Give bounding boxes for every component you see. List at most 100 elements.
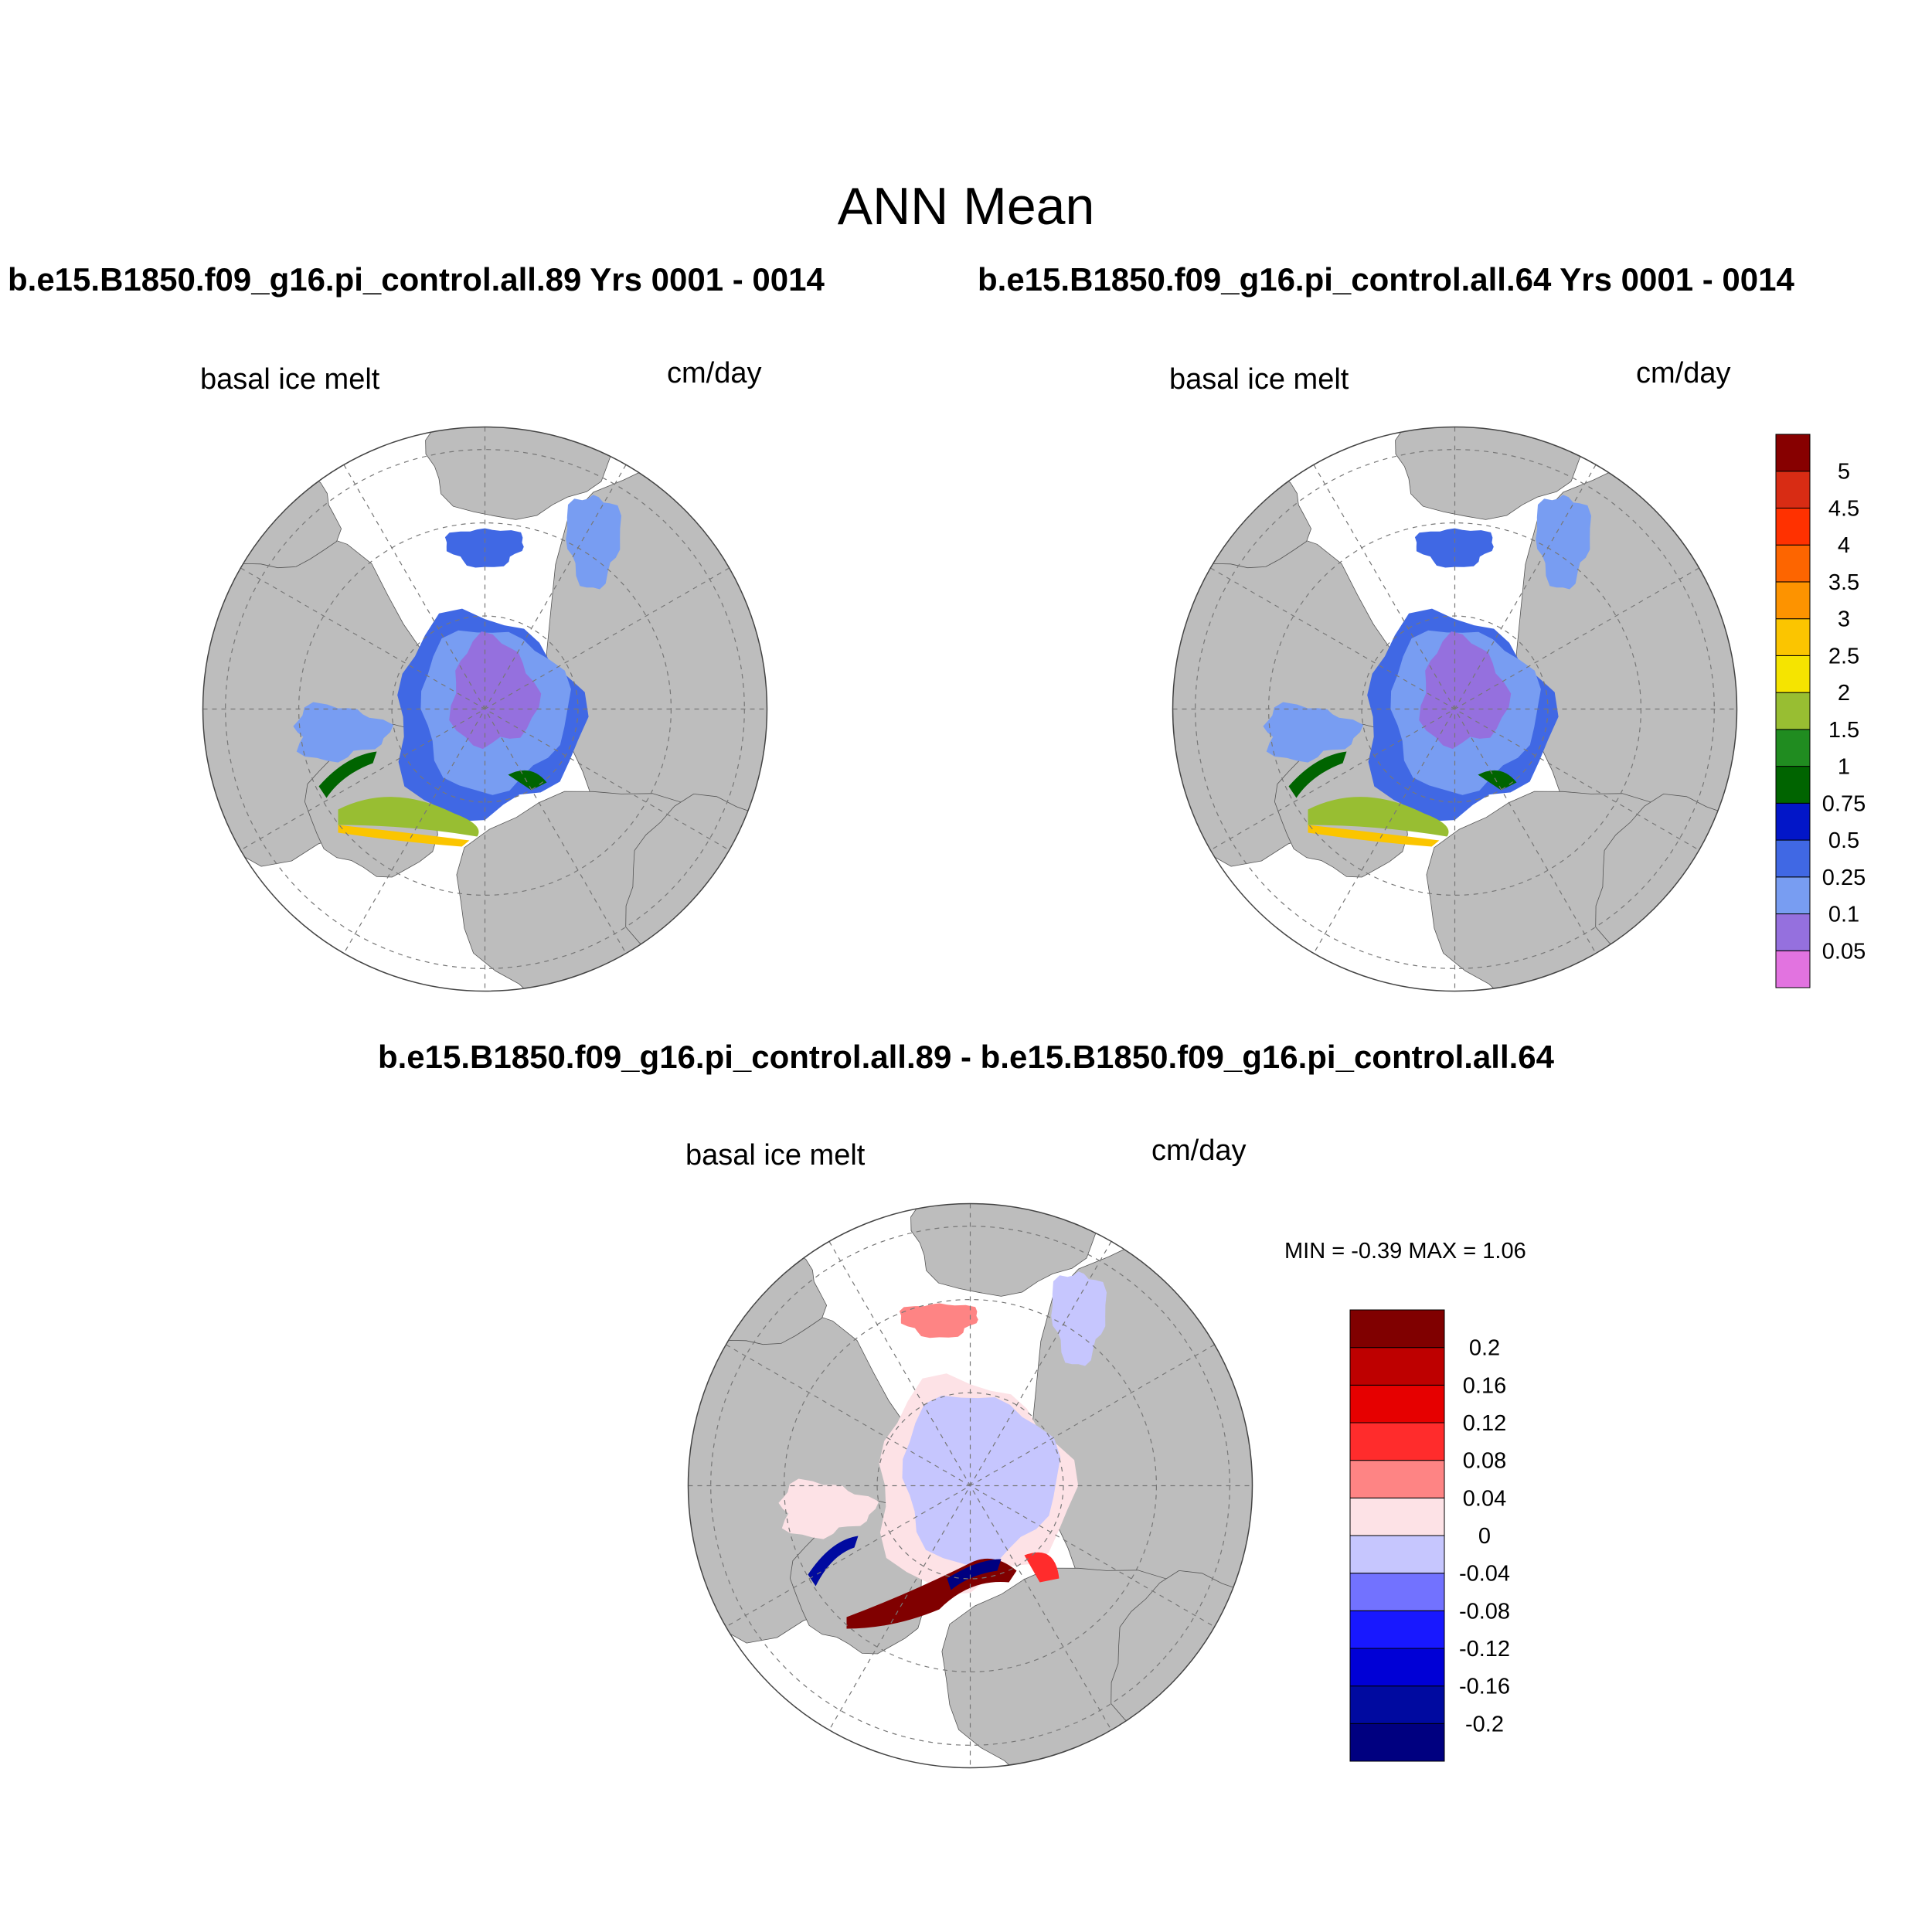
difference-colorbar-tick-label: 0.04 xyxy=(1463,1486,1506,1511)
ice-edge-band xyxy=(1308,797,1449,837)
sea-ice-region xyxy=(449,631,542,750)
panel-2-case-title: b.e15.B1850.f09_g16.pi_control.all.64 Yr… xyxy=(978,261,1794,298)
difference-region xyxy=(778,1478,879,1539)
land-mass xyxy=(910,1203,1101,1297)
difference-colorbar-swatch xyxy=(1349,1347,1445,1386)
difference-colorbar-swatch xyxy=(1349,1685,1445,1724)
panel-3-variable-label: basal ice melt xyxy=(685,1139,866,1172)
ice-edge-band xyxy=(1308,825,1440,847)
panel-1-variable-label: basal ice melt xyxy=(200,363,380,396)
field-colorbar-swatch xyxy=(1775,655,1811,693)
panel-1-units-label: cm/day xyxy=(667,357,762,389)
panel-1-case-title: b.e15.B1850.f09_g16.pi_control.all.89 Yr… xyxy=(8,261,825,298)
difference-colorbar: -0.2 -0.16 -0.12 -0.08 -0.04 0 0.04 0.08 0.12 0.1… xyxy=(1349,1309,1510,1762)
figure-title: ANN Mean xyxy=(837,177,1095,236)
field-colorbar-tick-label: 0.25 xyxy=(1822,866,1866,890)
panel-3-polar-map xyxy=(687,1202,1253,1769)
sea-ice-region xyxy=(293,702,394,763)
difference-region xyxy=(902,1395,1061,1569)
difference-colorbar-swatch xyxy=(1349,1535,1445,1574)
ice-edge-band xyxy=(508,770,547,791)
field-colorbar-swatch xyxy=(1775,950,1811,988)
field-colorbar-tick-label: 3 xyxy=(1838,607,1850,632)
ice-edge-band xyxy=(338,825,470,847)
sea-ice-region xyxy=(444,528,524,568)
difference-colorbar-swatch xyxy=(1349,1648,1445,1687)
difference-region xyxy=(1051,1271,1107,1366)
ice-edge-band xyxy=(318,751,377,798)
sea-ice-region xyxy=(1414,528,1494,568)
field-colorbar-tick-label: 0.05 xyxy=(1822,939,1866,964)
field-colorbar-swatch xyxy=(1775,434,1811,472)
difference-colorbar-swatch xyxy=(1349,1309,1445,1349)
difference-colorbar-tick-label: -0.08 xyxy=(1459,1599,1510,1624)
map-content xyxy=(202,427,767,992)
field-colorbar-tick-label: 4.5 xyxy=(1828,496,1859,521)
difference-colorbar-tick-label: 0.12 xyxy=(1463,1411,1506,1436)
field-colorbar-swatch xyxy=(1775,913,1811,951)
panel-1-polar-map xyxy=(202,426,768,992)
field-colorbar-swatch xyxy=(1775,766,1811,804)
difference-colorbar-tick-label: 0.16 xyxy=(1463,1373,1506,1398)
difference-colorbar-tick-label: 0.2 xyxy=(1469,1336,1500,1361)
difference-colorbar-tick-label: 0 xyxy=(1478,1524,1491,1549)
field-colorbar-tick-label: 0.5 xyxy=(1828,828,1859,853)
difference-colorbar-swatch xyxy=(1349,1573,1445,1611)
sea-ice-region xyxy=(1536,495,1591,590)
difference-colorbar-tick-label: -0.12 xyxy=(1459,1637,1510,1662)
sea-ice-region xyxy=(1419,631,1512,750)
difference-colorbar-tick-label: -0.2 xyxy=(1465,1712,1504,1736)
field-colorbar-swatch xyxy=(1775,581,1811,620)
field-colorbar-tick-label: 2.5 xyxy=(1828,644,1859,668)
meridian-line xyxy=(240,567,730,851)
difference-region xyxy=(899,1303,978,1338)
difference-case-title: b.e15.B1850.f09_g16.pi_control.all.89 - … xyxy=(377,1039,1555,1075)
sea-ice-region xyxy=(1263,702,1364,763)
panel-2-units-label: cm/day xyxy=(1636,357,1731,389)
field-colorbar-swatch xyxy=(1775,544,1811,583)
meridian-line xyxy=(1210,567,1699,851)
field-colorbar-tick-label: 4 xyxy=(1838,533,1850,558)
ice-edge-band xyxy=(338,797,479,837)
field-colorbar-tick-label: 2 xyxy=(1838,681,1850,706)
field-colorbar-swatch xyxy=(1775,692,1811,730)
difference-extreme-band xyxy=(1024,1552,1060,1583)
difference-colorbar-tick-label: -0.16 xyxy=(1459,1675,1510,1699)
field-colorbar-swatch xyxy=(1775,471,1811,509)
map-border xyxy=(202,426,768,992)
meridian-line xyxy=(726,1344,1215,1628)
field-colorbar-tick-label: 0.1 xyxy=(1828,903,1859,927)
field-colorbar-swatch xyxy=(1775,876,1811,915)
field-colorbar-swatch xyxy=(1775,729,1811,767)
field-colorbar-swatch xyxy=(1775,839,1811,878)
field-colorbar-swatch xyxy=(1775,618,1811,656)
difference-colorbar-swatch xyxy=(1349,1610,1445,1649)
map-border xyxy=(687,1202,1253,1769)
difference-extreme-band xyxy=(808,1536,859,1587)
field-colorbar-tick-label: 1.5 xyxy=(1828,718,1859,743)
panel-3-units-label: cm/day xyxy=(1151,1134,1247,1167)
field-colorbar-swatch xyxy=(1775,507,1811,546)
field-colorbar-tick-label: 1 xyxy=(1838,755,1850,780)
difference-colorbar-swatch xyxy=(1349,1460,1445,1498)
map-border xyxy=(1172,426,1738,992)
ice-edge-band xyxy=(1478,770,1517,791)
land-mass xyxy=(425,427,616,520)
field-colorbar-tick-label: 5 xyxy=(1838,460,1850,485)
difference-colorbar-swatch xyxy=(1349,1422,1445,1461)
field-colorbar-swatch xyxy=(1775,802,1811,841)
panel-2-variable-label: basal ice melt xyxy=(1169,363,1349,396)
difference-extreme-band xyxy=(947,1559,1002,1590)
ice-edge-band xyxy=(1288,751,1347,798)
sea-ice-region xyxy=(566,495,621,590)
land-mass xyxy=(1395,427,1586,520)
difference-colorbar-swatch xyxy=(1349,1384,1445,1423)
map-content xyxy=(1172,427,1737,992)
field-colorbar-tick-label: 0.75 xyxy=(1822,791,1866,816)
field-colorbar: 0.05 0.1 0.25 0.5 0.75 1 1.5 2 2.5 3 3.5 4 4.5 5 xyxy=(1775,434,1866,988)
difference-colorbar-swatch xyxy=(1349,1723,1445,1762)
difference-colorbar-tick-label: -0.04 xyxy=(1459,1562,1510,1587)
min-max-label: MIN = -0.39 MAX = 1.06 xyxy=(1284,1239,1526,1264)
panel-2-polar-map xyxy=(1172,426,1738,992)
difference-colorbar-tick-label: 0.08 xyxy=(1463,1449,1506,1474)
